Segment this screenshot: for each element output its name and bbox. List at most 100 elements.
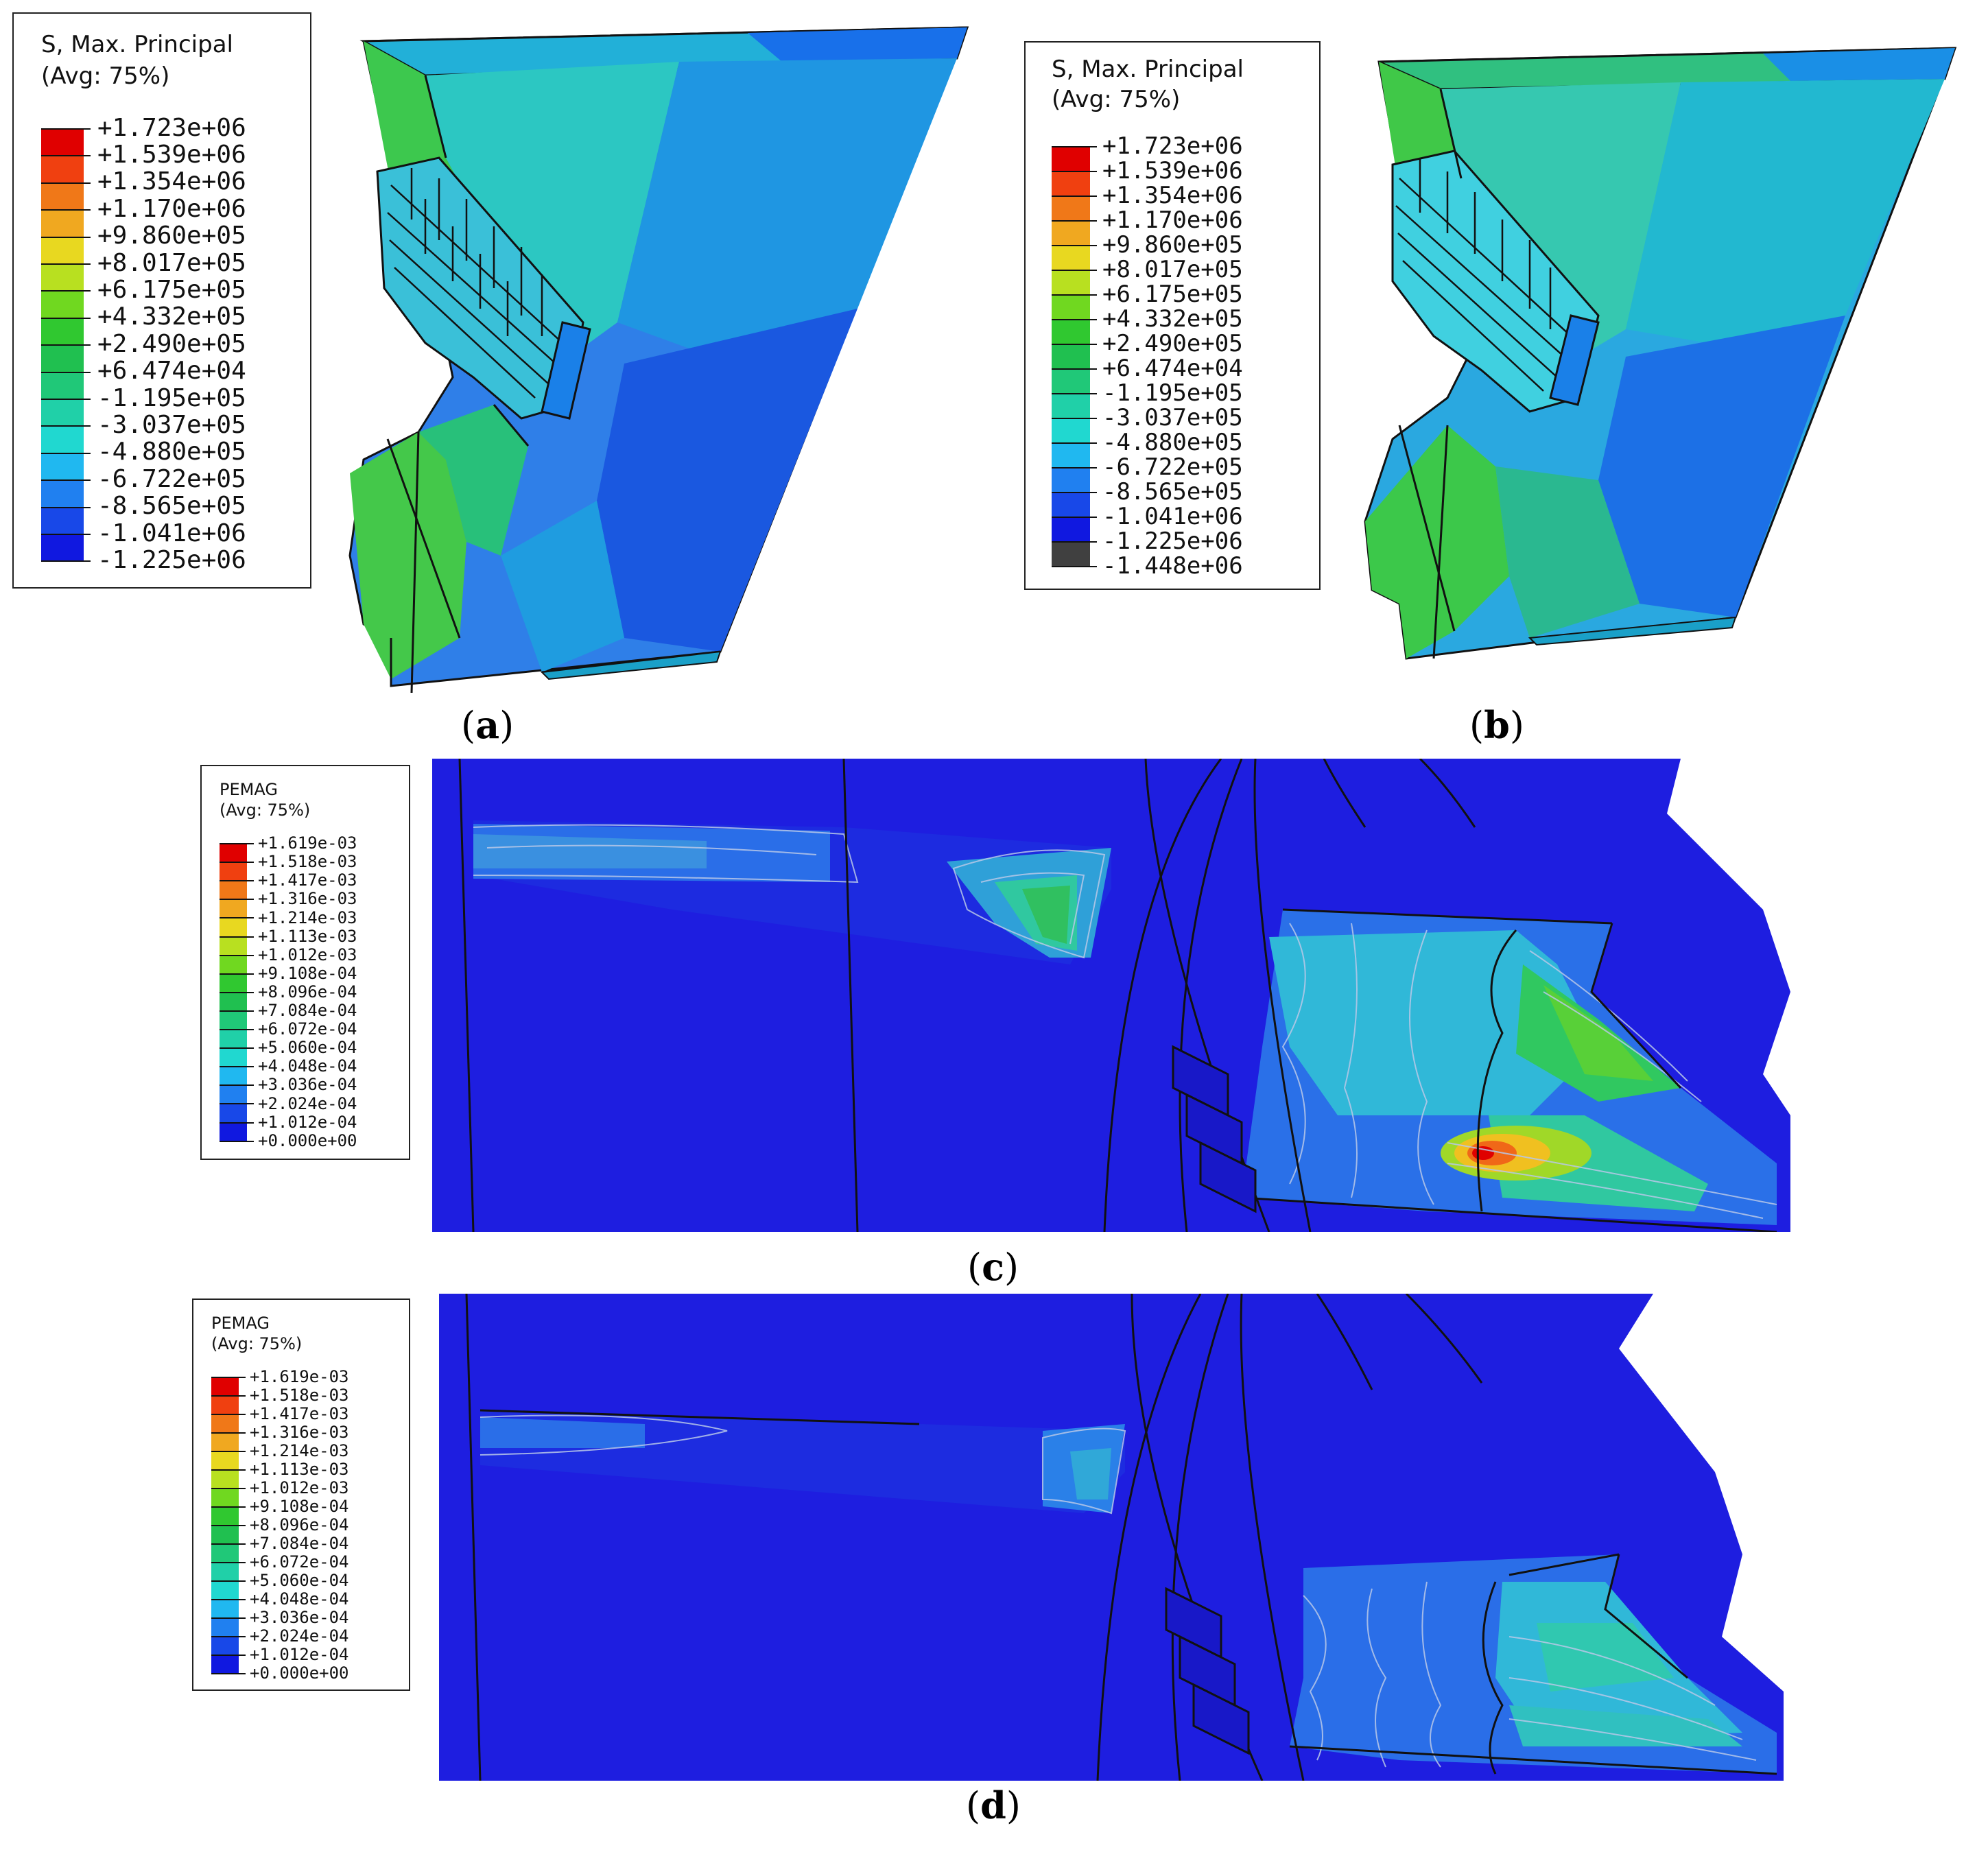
legend-tick [41,371,91,373]
legend-tick [220,899,254,901]
legend-value-label: +1.518e-03 [258,852,357,872]
legend-value-label: +8.017e+05 [97,248,246,277]
legend-tick [1052,195,1097,197]
legend-tick [1052,171,1097,172]
legend-tick [211,1488,246,1489]
legend-tick [41,506,91,508]
legend-value-label: +1.417e-03 [258,870,357,890]
legend-title: PEMAG [220,780,278,799]
legend-tick [220,1010,254,1012]
legend-color-swatch [41,291,84,319]
legend-tick [1052,146,1097,147]
legend-tick [220,862,254,864]
legend-color-swatch [211,1655,239,1674]
legend-tick [211,1673,246,1674]
legend-color-swatch [41,237,84,265]
legend-value-label: +8.096e-04 [250,1515,349,1535]
legend-value-label: +1.012e-03 [258,945,357,964]
legend-color-swatch [1052,418,1090,444]
legend-tick [41,155,91,157]
legend-color-swatch [41,318,84,346]
legend-color-swatch [220,1085,247,1104]
legend-value-label: +6.474e+04 [1102,354,1243,382]
legend-value-label: +6.175e+05 [1102,280,1243,308]
legend-tick [1052,294,1097,296]
legend-color-swatch [41,534,84,562]
legend-tick [41,209,91,211]
legend-color-swatch [220,918,247,937]
legend-tick [211,1617,246,1619]
legend-value-label: +1.170e+06 [1102,206,1243,234]
legend-color-swatch [220,992,247,1012]
legend-subtitle: (Avg: 75%) [220,801,311,820]
legend-color-swatch [220,1122,247,1142]
legend-tick [211,1599,246,1600]
legend-color-swatch [211,1544,239,1563]
legend-color-swatch [1052,295,1090,320]
legend-color-swatch [41,426,84,454]
legend-tick [41,534,91,535]
legend-color-swatch [211,1433,239,1452]
legend-color-swatch [211,1507,239,1526]
legend-value-label: +0.000e+00 [258,1130,357,1150]
legend-tick [1052,368,1097,370]
legend-value-label: +3.036e-04 [250,1608,349,1628]
legend-c: PEMAG (Avg: 75%) +1.619e-03 +1.518e-03 +1.41… [200,765,410,1160]
legend-color-swatch [211,1581,239,1600]
legend-tick [41,290,91,292]
legend-tick [41,236,91,238]
legend-color-swatch [211,1489,239,1508]
legend-tick [211,1525,246,1526]
legend-tick [211,1469,246,1471]
legend-tick [211,1395,246,1397]
legend-value-label: +9.108e-04 [258,963,357,983]
legend-title: S, Max. Principal [41,31,233,58]
legend-color-swatch [1052,394,1090,419]
caption-c: (c) [967,1245,1019,1289]
legend-value-label: +2.024e-04 [250,1626,349,1646]
legend-value-label: +1.113e-03 [258,926,357,946]
legend-tick [41,317,91,319]
legend-value-label: +1.539e+06 [97,141,246,169]
legend-d: PEMAG (Avg: 75%) +1.619e-03 +1.518e-03 +1.41… [192,1298,410,1691]
legend-tick [211,1432,246,1434]
legend-value-label: +4.332e+05 [97,303,246,331]
legend-value-label: +1.170e+06 [97,194,246,223]
legend-value-label: -3.037e+05 [1102,403,1243,431]
legend-value-label: -1.195e+05 [1102,379,1243,407]
model-render-b [1364,47,1957,660]
model-render-c [432,759,1804,1232]
legend-color-swatch [211,1563,239,1582]
legend-color-swatch [220,1048,247,1067]
legend-value-label: -6.722e+05 [97,464,246,493]
legend-color-swatch [211,1377,239,1397]
legend-tick [1052,517,1097,518]
legend-color-swatch [41,453,84,481]
legend-value-label: +0.000e+00 [250,1663,349,1683]
legend-value-label: +1.619e-03 [250,1367,349,1387]
legend-tick [220,917,254,919]
legend-value-label: +8.017e+05 [1102,255,1243,283]
legend-color-swatch [1052,221,1090,246]
legend-color-swatch [1052,196,1090,222]
legend-value-label: -4.880e+05 [1102,428,1243,456]
legend-color-swatch [211,1470,239,1489]
legend-color-swatch [220,1067,247,1086]
caption-b: (b) [1469,703,1524,747]
legend-value-label: +9.108e-04 [250,1497,349,1517]
legend-value-label: -6.722e+05 [1102,453,1243,481]
legend-value-label: -1.225e+06 [1102,527,1243,555]
legend-tick [41,182,91,184]
legend-value-label: +1.354e+06 [97,167,246,196]
legend-color-swatch [41,399,84,427]
legend-value-label: -8.565e+05 [97,492,246,521]
legend-tick [220,954,254,956]
legend-value-label: +1.723e+06 [1102,132,1243,160]
model-render-d [439,1294,1797,1781]
legend-value-label: -1.448e+06 [1102,552,1243,580]
legend-tick [1052,467,1097,469]
legend-color-swatch [220,955,247,975]
legend-value-label: -1.225e+06 [97,546,246,575]
legend-tick [1052,344,1097,345]
legend-tick [211,1562,246,1563]
